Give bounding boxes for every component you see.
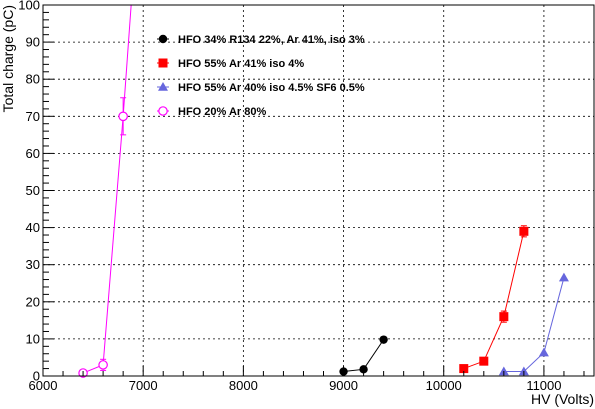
x-tick-label: 9000 xyxy=(329,378,358,393)
data-point xyxy=(518,366,529,376)
data-point xyxy=(98,360,108,370)
y-tick-label: 40 xyxy=(26,220,40,235)
axis-ticks: 6000 7000 8000 9000 10000 11000 0 10 20 30 40 50 60 7… xyxy=(18,0,585,393)
y-tick-label: 0 xyxy=(33,369,40,384)
data-point xyxy=(118,111,128,122)
data-point xyxy=(379,335,388,344)
data-point xyxy=(459,364,469,374)
x-tick-label: 6000 xyxy=(29,378,58,393)
series-line xyxy=(82,4,132,374)
x-tick-label: 8000 xyxy=(229,378,258,393)
y-tick-label: 90 xyxy=(26,35,40,50)
data-point xyxy=(519,226,529,236)
legend: HFO 34% R134 22%, Ar 41%, iso 3% HFO 55% … xyxy=(157,34,365,118)
y-axis-title: Total charge (pC) xyxy=(0,5,16,112)
y-tick-label: 80 xyxy=(26,72,40,87)
data-point xyxy=(498,366,509,376)
x-tick-label: 10000 xyxy=(426,378,462,393)
legend-entry: HFO 20% Ar 80% xyxy=(178,106,266,118)
x-tick-label: 11000 xyxy=(526,378,561,393)
series-line xyxy=(503,277,565,373)
data-point xyxy=(359,365,368,374)
y-tick-label: 100 xyxy=(18,0,40,13)
data-point xyxy=(479,356,489,366)
data-point xyxy=(158,82,168,91)
legend-entry: HFO 34% R134 22%, Ar 41%, iso 3% xyxy=(178,34,365,46)
y-tick-label: 70 xyxy=(26,109,40,124)
y-tick-label: 30 xyxy=(26,257,40,272)
legend-entry: HFO 55% Ar 41% iso 4% xyxy=(178,58,304,70)
series-lines xyxy=(82,4,565,374)
data-point xyxy=(499,312,509,322)
data-point xyxy=(558,272,569,282)
legend-entry: HFO 55% Ar 40% iso 4.5% SF6 0.5% xyxy=(178,82,365,94)
y-tick-label: 20 xyxy=(26,294,40,309)
data-point xyxy=(158,34,168,44)
series-markers xyxy=(78,97,569,378)
y-tick-label: 60 xyxy=(26,146,40,161)
data-point xyxy=(538,347,549,357)
grid xyxy=(43,5,594,376)
data-point xyxy=(158,58,168,68)
x-axis-title: HV (Volts) xyxy=(531,391,594,407)
series-line xyxy=(463,231,525,370)
data-point xyxy=(158,106,168,116)
y-tick-label: 50 xyxy=(26,183,40,198)
x-tick-label: 7000 xyxy=(129,378,158,393)
y-tick-label: 10 xyxy=(26,331,40,346)
